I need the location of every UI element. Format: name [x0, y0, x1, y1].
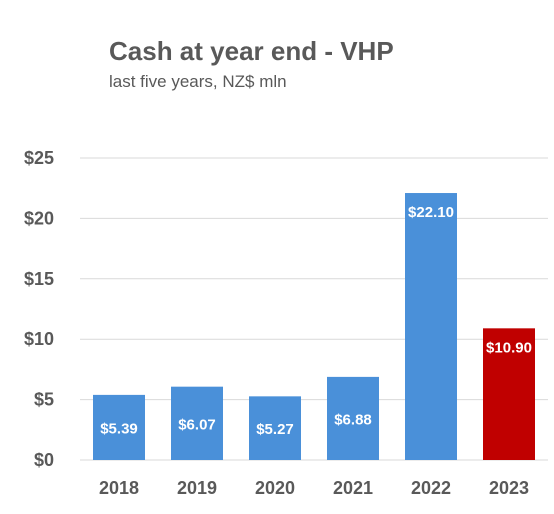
y-axis-tick-labels: $0 $5 $10 $15 $20 $25	[24, 148, 54, 470]
bars	[93, 193, 535, 461]
bar-2022	[405, 193, 457, 461]
x-tick-label: 2023	[489, 478, 529, 498]
x-tick-label: 2020	[255, 478, 295, 498]
data-label: $6.07	[178, 416, 216, 433]
y-tick-label: $5	[34, 390, 54, 410]
x-tick-label: 2018	[99, 478, 139, 498]
x-tick-label: 2022	[411, 478, 451, 498]
chart-subtitle: last five years, NZ$ mln	[109, 72, 287, 91]
bar-2020	[249, 396, 301, 460]
x-tick-label: 2021	[333, 478, 373, 498]
x-axis-tick-labels: 2018 2019 2020 2021 2022 2023	[99, 478, 529, 498]
bar-2019	[171, 386, 223, 460]
chart-title: Cash at year end - VHP	[109, 36, 394, 66]
data-label: $10.90	[486, 339, 532, 356]
y-tick-label: $25	[24, 148, 54, 168]
gridlines	[80, 157, 548, 461]
y-tick-label: $15	[24, 269, 54, 289]
data-labels: $5.39 $6.07 $5.27 $6.88 $22.10 $10.90	[100, 204, 532, 438]
data-label: $5.39	[100, 420, 138, 437]
y-tick-label: $10	[24, 329, 54, 349]
bar-2023	[483, 328, 535, 460]
data-label: $6.88	[334, 411, 372, 428]
data-label: $22.10	[408, 204, 454, 221]
y-tick-label: $20	[24, 208, 54, 228]
y-tick-label: $0	[34, 450, 54, 470]
bar-2021	[327, 376, 379, 460]
data-label: $5.27	[256, 421, 294, 438]
x-tick-label: 2019	[177, 478, 217, 498]
bar-2018	[93, 394, 145, 460]
